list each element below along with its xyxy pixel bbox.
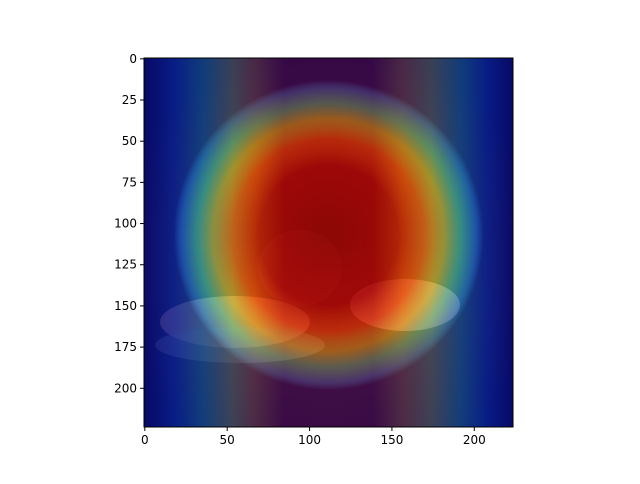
- y-tick-label: 25: [122, 93, 137, 107]
- x-tick-label: 100: [298, 433, 321, 447]
- y-tick-label: 100: [114, 217, 137, 231]
- x-tick-label: 200: [463, 433, 486, 447]
- x-tick-label: 0: [141, 433, 149, 447]
- plot-area: [144, 58, 513, 427]
- x-tick-label: 50: [220, 433, 235, 447]
- y-tick-label: 200: [114, 381, 137, 395]
- x-tick-label: 150: [380, 433, 403, 447]
- y-tick-label: 125: [114, 258, 137, 272]
- y-tick-label: 0: [129, 52, 137, 66]
- axes-frame: [143, 57, 514, 428]
- y-tick-label: 150: [114, 299, 137, 313]
- x-axis: 0 50 100 150 200: [141, 427, 486, 447]
- y-tick-label: 175: [114, 340, 137, 354]
- y-tick-label: 75: [122, 175, 137, 189]
- y-axis: 0 25 50 75 100 125 150 175 200: [114, 52, 144, 395]
- y-tick-label: 50: [122, 134, 137, 148]
- heatmap-overlay-edges: [144, 58, 513, 427]
